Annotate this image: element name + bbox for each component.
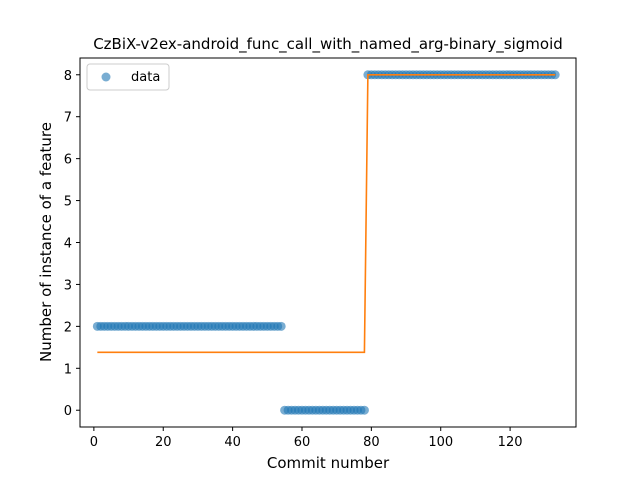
y-tick-label: 4 [64,237,72,252]
data-point [276,321,286,331]
y-tick-label: 8 [64,69,72,84]
x-tick-label: 100 [428,435,453,450]
x-tick-label: 60 [294,435,311,450]
y-tick-label: 7 [64,111,72,126]
y-axis: 0 1 2 3 4 5 6 7 8 [64,69,80,419]
plot-area [92,70,560,415]
x-tick-label: 120 [498,435,523,450]
x-tick-label: 20 [155,435,172,450]
x-tick-label: 40 [224,435,241,450]
y-tick-label: 0 [64,404,72,419]
x-axis: 0 20 40 60 80 100 120 [90,427,523,450]
y-tick-label: 6 [64,153,72,168]
y-axis-label: Number of instance of a feature [37,122,55,362]
legend-label: data [131,70,160,85]
y-tick-label: 5 [64,195,72,210]
y-tick-label: 1 [64,362,72,377]
chart-title: CzBiX-v2ex-android_func_call_with_named_… [93,35,563,54]
legend-box [86,63,170,91]
y-tick-label: 3 [64,278,72,293]
data-point [359,405,369,415]
x-tick-label: 0 [90,435,98,450]
legend: data [86,63,170,91]
x-axis-label: Commit number [267,454,390,472]
fit-line [97,73,556,354]
y-tick-label: 2 [64,320,72,335]
x-tick-label: 80 [363,435,380,450]
legend-marker [101,72,111,82]
